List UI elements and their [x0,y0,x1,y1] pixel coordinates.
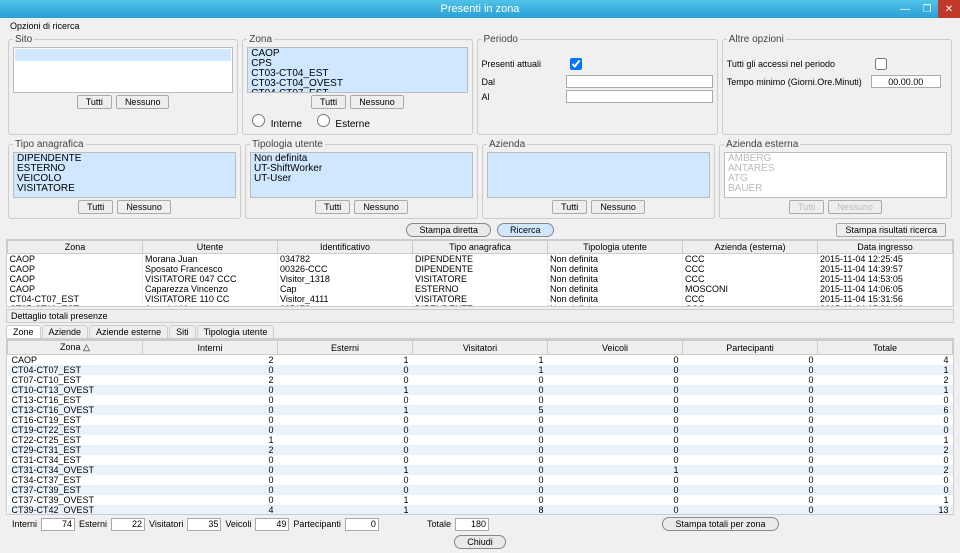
footer-esterni [111,518,145,531]
table-row[interactable]: CT37-CT39_OVEST010001 [8,495,953,505]
table-row[interactable]: CT13-CT16_EST000000 [8,395,953,405]
table-row[interactable]: CAOP211004 [8,355,953,366]
table-row[interactable]: CAOPMorana Juan034782DIPENDENTENon defin… [8,254,953,265]
al-input[interactable] [566,90,713,103]
tempo-minimo-input[interactable] [871,75,941,88]
results-grid[interactable]: ZonaUtenteIdentificativoTipo anagraficaT… [6,239,954,307]
titlebar: Presenti in zona ― ❐ ✕ [0,0,960,18]
chiudi-button[interactable]: Chiudi [454,535,506,549]
tipout-tutti-button[interactable]: Tutti [315,200,350,214]
footer-interni [41,518,75,531]
sito-group: Sito Tutti Nessuno [8,34,238,135]
dettaglio-label: Dettaglio totali presenze [6,309,954,323]
zona-group: Zona CAOPCPSCT03-CT04_ESTCT03-CT04_OVEST… [242,34,472,135]
table-row[interactable]: CT04-CT07_EST001001 [8,365,953,375]
zona-nessuno-button[interactable]: Nessuno [350,95,404,109]
tipout-nessuno-button[interactable]: Nessuno [354,200,408,214]
tab-aziende-esterne[interactable]: Aziende esterne [89,325,168,338]
azienda-nessuno-button[interactable]: Nessuno [591,200,645,214]
tabstrip: ZoneAziendeAziende esterneSitiTipologia … [6,325,954,339]
azienda-listbox[interactable] [487,152,710,198]
table-row[interactable]: CAOPSposato Francesco00326-CCCDIPENDENTE… [8,264,953,274]
table-row[interactable]: CT07-CT10_ESTAgostini Matteo035178DIPEND… [8,304,953,307]
table-row[interactable]: CT07-CT10_EST200002 [8,375,953,385]
azienda-group: Azienda Tutti Nessuno [482,139,715,219]
table-row[interactable]: CT13-CT16_OVEST015006 [8,405,953,415]
maximize-button[interactable]: ❐ [916,0,938,18]
tab-siti[interactable]: Siti [169,325,196,338]
stampa-risultati-button[interactable]: Stampa risultati ricerca [836,223,946,237]
table-row[interactable]: CT16-CT19_EST000000 [8,415,953,425]
presenti-attuali-label: Presenti attuali [482,59,562,69]
periodo-group: Periodo Presenti attuali Dal Al [477,34,718,135]
footer-partecipanti [345,518,379,531]
minimize-button[interactable]: ― [894,0,916,18]
dal-input[interactable] [566,75,713,88]
zona-esterne-radio[interactable]: Esterne [312,111,370,130]
table-row[interactable]: CT34-CT37_EST000000 [8,475,953,485]
zona-tutti-button[interactable]: Tutti [311,95,346,109]
table-row[interactable]: CT31-CT34_EST000000 [8,455,953,465]
tab-zone[interactable]: Zone [6,325,41,338]
opzioni-label: Opzioni di ricerca [6,20,954,32]
azienda-esterna-group: Azienda esterna AMBERGANTARESATGBAUER Tu… [719,139,952,219]
altre-opzioni-group: Altre opzioni Tutti gli accessi nel peri… [722,34,952,135]
zona-interne-radio[interactable]: Interne [247,111,302,130]
totals-grid[interactable]: Zona △InterniEsterniVisitatoriVeicoliPar… [6,339,954,515]
table-row[interactable]: CAOPVISITATORE 047 CCCVisitor_1318VISITA… [8,274,953,284]
tipo-anagrafica-listbox[interactable]: DIPENDENTEESTERNOVEICOLOVISITATORE [13,152,236,198]
table-row[interactable]: CT10-CT13_OVEST010001 [8,385,953,395]
tipo-anagrafica-group: Tipo anagrafica DIPENDENTEESTERNOVEICOLO… [8,139,241,219]
azienda-esterna-listbox[interactable]: AMBERGANTARESATGBAUER [724,152,947,198]
table-row[interactable]: CAOPCaparezza VincenzoCapESTERNONon defi… [8,284,953,294]
table-row[interactable]: CT37-CT39_EST000000 [8,485,953,495]
tipologia-utente-listbox[interactable]: Non definitaUT-ShiftWorkerUT-User [250,152,473,198]
tipoanag-tutti-button[interactable]: Tutti [78,200,113,214]
table-row[interactable]: CT39-CT42_OVEST4180013 [8,505,953,515]
table-row[interactable]: CT19-CT22_EST000000 [8,425,953,435]
stampa-diretta-button[interactable]: Stampa diretta [406,223,491,237]
sito-tutti-button[interactable]: Tutti [77,95,112,109]
footer-totale [455,518,489,531]
footer-veicoli [255,518,289,531]
table-row[interactable]: CT29-CT31_EST200002 [8,445,953,455]
tab-tipologia-utente[interactable]: Tipologia utente [197,325,275,338]
table-row[interactable]: CT31-CT34_OVEST010102 [8,465,953,475]
tutti-accessi-checkbox[interactable] [875,58,887,70]
window-title: Presenti in zona [441,3,520,15]
sito-listbox[interactable] [13,47,233,93]
stampa-totali-zona-button[interactable]: Stampa totali per zona [662,517,778,531]
tipologia-utente-group: Tipologia utente Non definitaUT-ShiftWor… [245,139,478,219]
azienda-tutti-button[interactable]: Tutti [552,200,587,214]
aziest-tutti-button: Tutti [789,200,824,214]
sito-nessuno-button[interactable]: Nessuno [116,95,170,109]
footer-visitatori [187,518,221,531]
table-row[interactable]: CT22-CT25_EST100001 [8,435,953,445]
tab-aziende[interactable]: Aziende [42,325,89,338]
close-button[interactable]: ✕ [938,0,960,18]
zona-listbox[interactable]: CAOPCPSCT03-CT04_ESTCT03-CT04_OVESTCT04-… [247,47,467,93]
ricerca-button[interactable]: Ricerca [497,223,554,237]
table-row[interactable]: CT04-CT07_ESTVISITATORE 110 CCVisitor_41… [8,294,953,304]
tipoanag-nessuno-button[interactable]: Nessuno [117,200,171,214]
presenti-attuali-checkbox[interactable] [570,58,582,70]
aziest-nessuno-button: Nessuno [828,200,882,214]
